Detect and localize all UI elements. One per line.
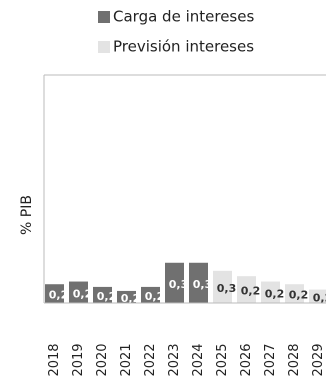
data-label: 0,3 [169, 278, 189, 291]
legend-swatch [98, 41, 110, 53]
x-tick-label: 2020 [95, 343, 110, 376]
data-label: 0,2 [313, 291, 326, 304]
bar [285, 284, 304, 303]
x-tick-label: 2024 [191, 343, 206, 376]
x-tick-label: 2026 [239, 343, 254, 376]
data-label: 0,2 [241, 285, 261, 298]
bar [69, 281, 88, 303]
x-tick-label: 2022 [143, 343, 158, 376]
legend-swatch [98, 11, 110, 23]
bar [117, 290, 136, 303]
bar [45, 284, 64, 303]
x-tick-label: 2023 [167, 343, 182, 376]
x-tick-label: 2025 [215, 343, 230, 376]
bar [309, 289, 326, 303]
x-tick-label: 2027 [263, 343, 278, 376]
bar [189, 262, 208, 303]
bar [261, 281, 280, 303]
x-tick-label: 2028 [287, 343, 302, 376]
bar [213, 270, 232, 303]
data-label: 0,2 [97, 290, 117, 303]
data-label: 0,2 [289, 289, 309, 302]
data-label: 0,2 [49, 289, 69, 302]
bar [237, 276, 256, 303]
x-tick-label: 2029 [311, 343, 326, 376]
legend-label: Carga de intereses [113, 8, 254, 26]
x-tick-label: 2021 [119, 343, 134, 376]
data-label: 0,2 [73, 287, 93, 300]
bar [93, 286, 112, 303]
y-axis-label: % PIB [19, 195, 35, 235]
data-label: 0,3 [193, 278, 213, 291]
x-tick-label: 2018 [47, 343, 62, 376]
data-label: 0,2 [121, 292, 141, 305]
data-label: 0,2 [145, 290, 165, 303]
data-label: 0,2 [265, 287, 285, 300]
legend-label: Previsión intereses [113, 38, 254, 56]
x-tick-label: 2019 [71, 343, 86, 376]
bar [165, 262, 184, 303]
bar [141, 286, 160, 303]
data-label: 0,3 [217, 282, 237, 295]
